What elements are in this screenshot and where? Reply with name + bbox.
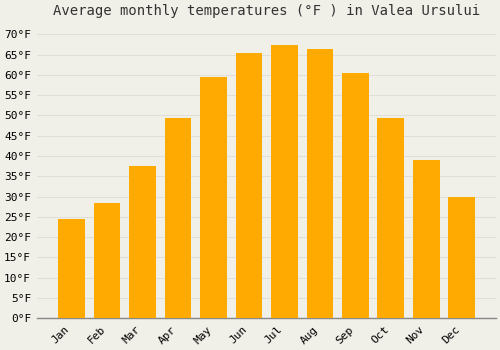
Bar	[306, 49, 333, 318]
Title: Average monthly temperatures (°F ) in Valea Ursului: Average monthly temperatures (°F ) in Va…	[53, 4, 480, 18]
Bar	[200, 77, 226, 318]
Bar	[448, 197, 475, 318]
Bar	[129, 166, 156, 318]
Bar	[94, 203, 120, 318]
Bar	[58, 219, 85, 318]
Bar	[236, 52, 262, 318]
Bar	[164, 118, 192, 318]
Bar	[271, 44, 297, 318]
Bar	[342, 73, 368, 318]
Bar	[413, 160, 440, 318]
Bar	[378, 118, 404, 318]
